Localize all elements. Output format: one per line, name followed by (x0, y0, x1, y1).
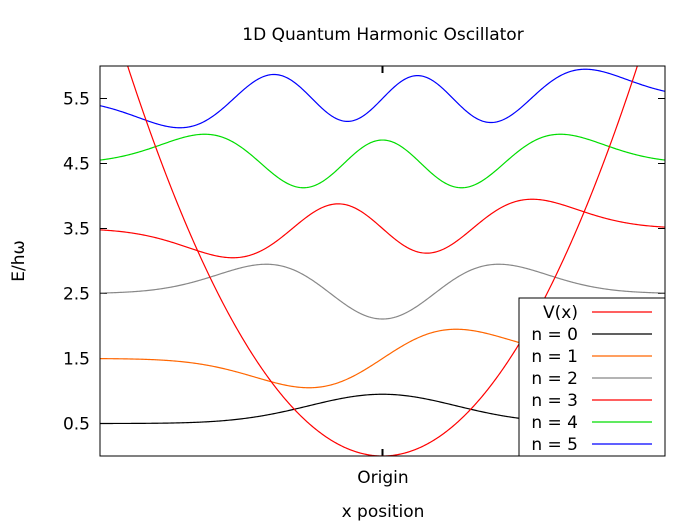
legend-label-n5: n = 5 (531, 435, 578, 455)
y-axis-ticks: 0.5 1.5 2.5 3.5 4.5 5.5 (63, 90, 665, 435)
legend-label-n4: n = 4 (531, 413, 578, 433)
series-line-n4 (100, 133, 665, 189)
series-line-n3 (100, 198, 665, 259)
y-tick-label: 3.5 (63, 220, 90, 240)
series-line-n5 (100, 68, 665, 129)
legend-label-n2: n = 2 (531, 369, 578, 389)
legend-label-n3: n = 3 (531, 391, 578, 411)
legend: V(x) n = 0 n = 1 n = 2 n = 3 n = 4 n = 5 (518, 297, 666, 457)
y-tick-label: 5.5 (63, 90, 90, 110)
series-line-n2 (100, 263, 665, 320)
legend-label-n1: n = 1 (531, 347, 578, 367)
x-axis-label: x position (342, 502, 425, 522)
y-tick-label: 2.5 (63, 285, 90, 305)
y-axis-label: E/hω (9, 240, 29, 281)
chart-title: 1D Quantum Harmonic Oscillator (242, 25, 523, 45)
y-tick-label: 0.5 (63, 415, 90, 435)
legend-box (518, 297, 666, 457)
potential-curve (127, 66, 638, 456)
plot-frame (99, 65, 666, 457)
y-tick-label: 4.5 (63, 155, 90, 175)
y-tick-label: 1.5 (63, 350, 90, 370)
x-tick-label-origin: Origin (357, 468, 408, 488)
legend-label-potential: V(x) (543, 303, 578, 323)
legend-label-n0: n = 0 (531, 325, 578, 345)
